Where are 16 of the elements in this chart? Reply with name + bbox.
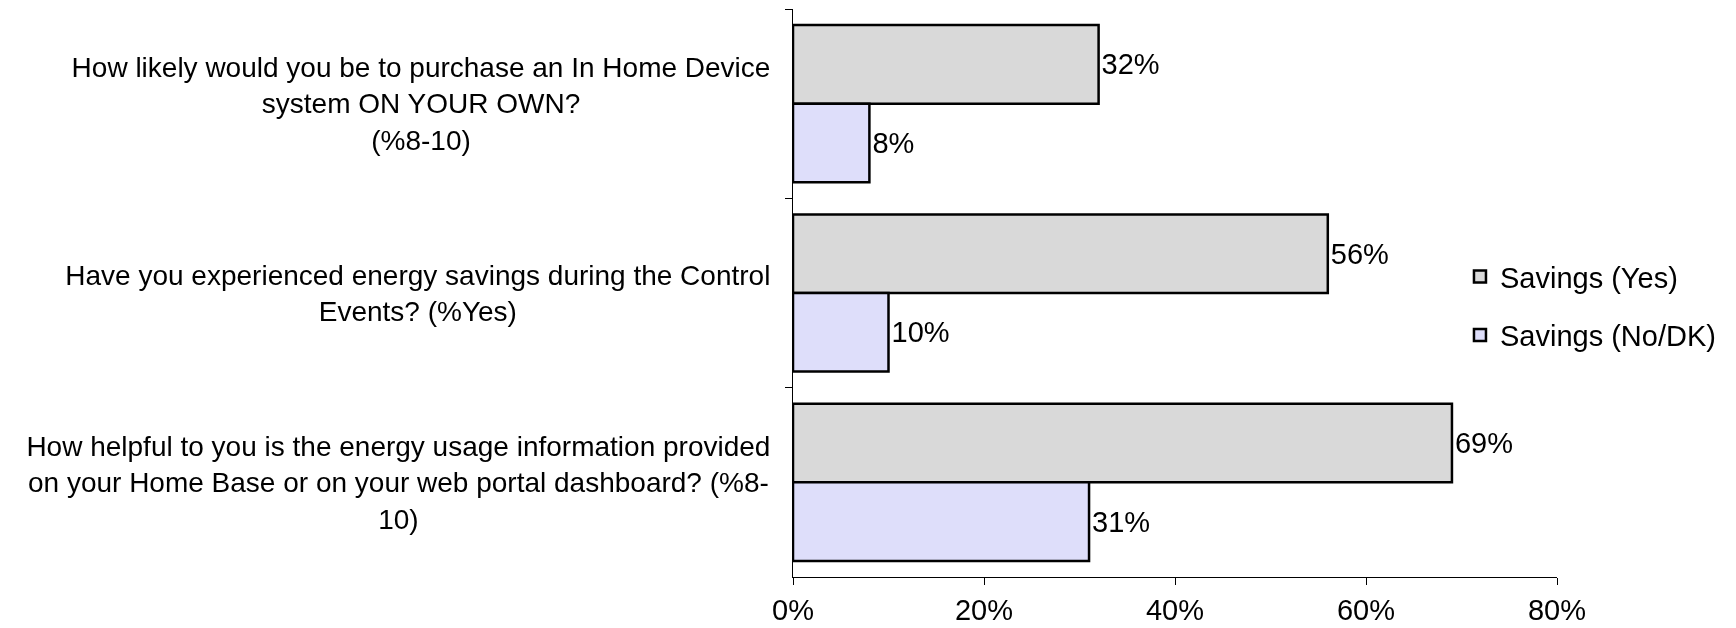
- y-tick-label: How helpful to you is the energy usage information provided on your Home Base or on your web portal dashboard? (%8- 10): [26, 430, 771, 535]
- x-tick-label: 20%: [954, 593, 1014, 626]
- data-label: 32%: [1101, 48, 1160, 81]
- x-tick-label: 40%: [1145, 593, 1205, 626]
- legend-label: Savings (No/DK): [1499, 320, 1716, 353]
- data-label: 31%: [1092, 505, 1151, 538]
- data-label: 10%: [891, 316, 950, 349]
- y-tick-label: How likely would you be to purchase an In Home Device system ON YOUR OWN? (%8-10): [71, 52, 771, 156]
- data-label: 56%: [1330, 237, 1389, 270]
- x-tick-label: 0%: [772, 593, 814, 626]
- x-tick-label: 80%: [1527, 593, 1587, 626]
- y-tick-label: Have you experienced energy savings during the Control Events? (%Yes): [65, 259, 771, 327]
- x-tick-label: 60%: [1336, 593, 1396, 626]
- data-label: 69%: [1454, 427, 1513, 460]
- legend-label: Savings (Yes): [1499, 261, 1678, 294]
- data-label: 8%: [872, 126, 915, 159]
